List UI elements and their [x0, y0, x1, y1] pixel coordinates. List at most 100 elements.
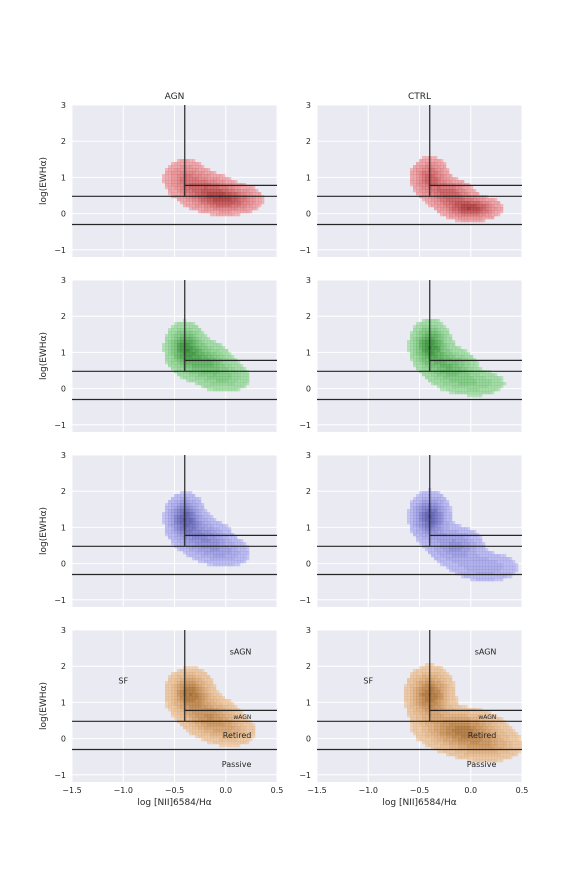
density-cell	[425, 343, 429, 347]
density-cell	[201, 367, 205, 371]
density-cell	[443, 735, 447, 739]
density-cell	[198, 183, 202, 187]
density-cell	[243, 729, 247, 733]
density-cell	[410, 717, 414, 721]
density-cell	[195, 180, 199, 184]
density-cell	[467, 361, 471, 365]
density-cell	[482, 732, 486, 736]
density-cell	[192, 494, 196, 498]
density-cell	[506, 726, 510, 730]
density-cell	[434, 189, 438, 193]
density-cell	[189, 180, 193, 184]
density-cell	[479, 744, 483, 748]
density-cell	[485, 753, 489, 757]
density-cell	[225, 388, 229, 392]
density-cell	[479, 382, 483, 386]
density-cell	[192, 557, 196, 561]
density-cell	[228, 726, 232, 730]
density-cell	[434, 705, 438, 709]
density-cell	[177, 494, 181, 498]
density-cell	[255, 192, 259, 196]
density-cell	[228, 717, 232, 721]
density-cell	[225, 732, 229, 736]
density-cell	[452, 364, 456, 368]
density-cell	[162, 343, 166, 347]
density-cell	[446, 678, 450, 682]
density-cell	[485, 207, 489, 211]
density-cell	[416, 705, 420, 709]
density-cell	[485, 560, 489, 564]
density-cell	[428, 744, 432, 748]
density-cell	[231, 741, 235, 745]
density-cell	[416, 177, 420, 181]
density-cell	[198, 352, 202, 356]
density-cell	[174, 343, 178, 347]
density-cell	[174, 542, 178, 546]
density-cell	[234, 560, 238, 564]
density-cell	[198, 373, 202, 377]
density-cell	[219, 699, 223, 703]
density-cell	[219, 207, 223, 211]
density-cell	[165, 343, 169, 347]
density-cell	[183, 376, 187, 380]
density-cell	[422, 711, 426, 715]
density-cell	[479, 394, 483, 398]
density-cell	[485, 759, 489, 763]
density-cell	[440, 331, 444, 335]
density-cell	[201, 557, 205, 561]
density-cell	[192, 373, 196, 377]
density-cell	[204, 536, 208, 540]
density-cell	[416, 509, 420, 513]
density-cell	[213, 183, 217, 187]
density-cell	[464, 210, 468, 214]
density-cell	[449, 512, 453, 516]
density-cell	[440, 358, 444, 362]
density-cell	[407, 515, 411, 519]
density-cell	[204, 349, 208, 353]
density-cell	[189, 355, 193, 359]
density-cell	[210, 204, 214, 208]
density-cell	[234, 379, 238, 383]
density-cell	[186, 678, 190, 682]
density-cell	[425, 201, 429, 205]
density-cell	[207, 729, 211, 733]
density-cell	[455, 358, 459, 362]
density-cell	[210, 388, 214, 392]
density-cell	[237, 738, 241, 742]
density-cell	[180, 183, 184, 187]
density-cell	[171, 334, 175, 338]
density-cell	[467, 726, 471, 730]
density-cell	[458, 753, 462, 757]
density-cell	[219, 204, 223, 208]
density-cell	[437, 210, 441, 214]
density-cell	[455, 723, 459, 727]
density-cell	[177, 524, 181, 528]
density-cell	[207, 343, 211, 347]
density-cell	[458, 726, 462, 730]
density-cell	[234, 732, 238, 736]
density-cell	[177, 515, 181, 519]
density-cell	[168, 687, 172, 691]
density-cell	[201, 201, 205, 205]
density-cell	[452, 747, 456, 751]
density-cell	[455, 542, 459, 546]
density-cell	[425, 726, 429, 730]
density-cell	[470, 741, 474, 745]
density-cell	[431, 494, 435, 498]
density-cell	[201, 669, 205, 673]
density-cell	[198, 696, 202, 700]
density-cell	[207, 527, 211, 531]
density-cell	[207, 198, 211, 202]
density-cell	[428, 204, 432, 208]
density-cell	[485, 726, 489, 730]
density-cell	[222, 186, 226, 190]
density-cell	[189, 512, 193, 516]
density-cell	[219, 729, 223, 733]
density-cell	[461, 714, 465, 718]
density-cell	[189, 714, 193, 718]
density-cell	[437, 322, 441, 326]
density-cell	[201, 548, 205, 552]
density-cell	[410, 177, 414, 181]
density-cell	[422, 494, 426, 498]
density-cell	[407, 681, 411, 685]
